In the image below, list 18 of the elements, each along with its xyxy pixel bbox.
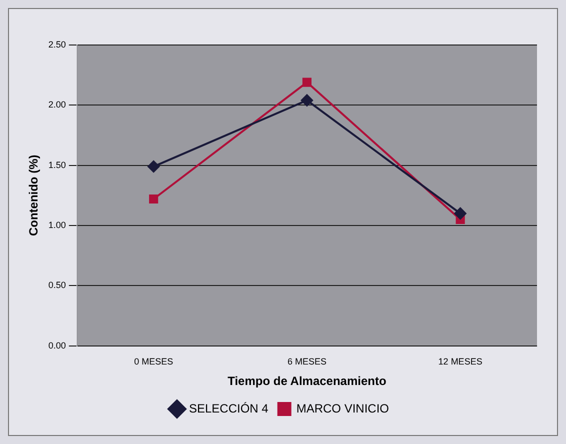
y-axis-title: Contenido (%): [26, 154, 41, 236]
point: [149, 194, 158, 204]
x-tick-label: 12 MESES: [438, 356, 482, 367]
y-tick-label: 2.50: [48, 39, 66, 50]
point: [454, 207, 466, 220]
y-tick-label: 2.00: [48, 100, 66, 110]
point: [300, 94, 313, 106]
y-tick-label: 0.00: [48, 340, 66, 350]
y-tick-label: 1.50: [48, 160, 66, 170]
x-axis-title: Tiempo de Almacenamiento: [228, 374, 386, 388]
legend-label: SELECCIÓN 4: [188, 401, 269, 416]
x-tick-label: 6 MESES: [287, 356, 326, 367]
legend-label: MARCO VINICIO: [296, 401, 390, 416]
point: [148, 160, 160, 173]
point: [302, 78, 312, 87]
y-tick-label: 1.00: [48, 220, 66, 230]
y-tick-label: 0.50: [48, 280, 66, 290]
x-tick-label: 0 MESES: [134, 356, 174, 367]
